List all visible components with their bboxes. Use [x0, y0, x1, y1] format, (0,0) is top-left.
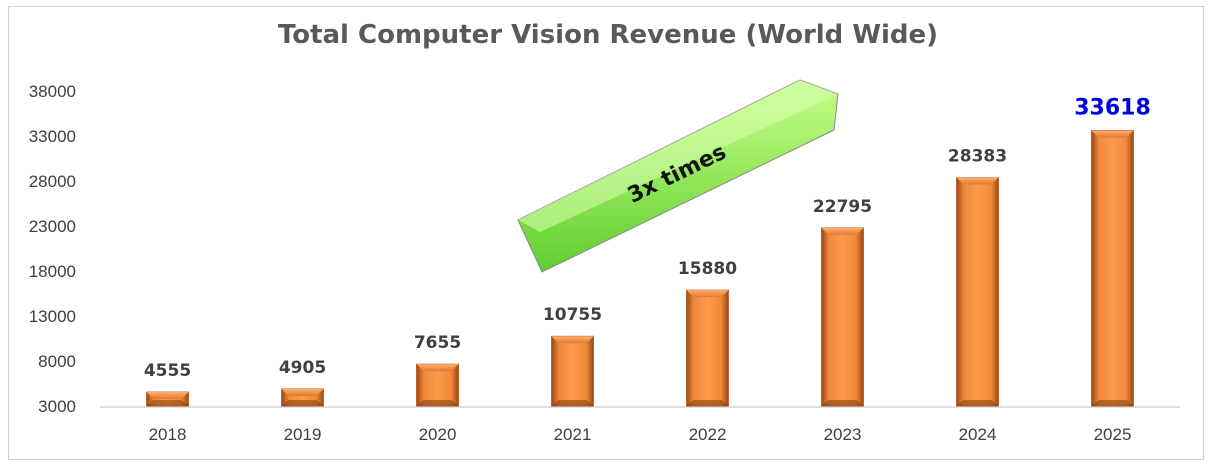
bar-bevel [956, 177, 999, 185]
y-axis: 3000 8000 13000 18000 23000 28000 33000 38000 [29, 82, 76, 416]
y-tick-label: 33000 [29, 127, 76, 146]
bar [551, 335, 594, 407]
bar [686, 289, 729, 407]
y-tick-label: 13000 [29, 307, 76, 326]
bar-base-bevel [551, 400, 594, 406]
data-label: 15880 [678, 259, 737, 279]
y-tick-label: 18000 [29, 262, 76, 281]
x-tick-label: 2019 [284, 425, 322, 444]
x-tick-label: 2024 [959, 425, 997, 444]
x-axis: 2018 2019 2020 2021 2022 2023 2024 2025 [100, 406, 1180, 444]
bar [1091, 130, 1134, 407]
bar-base-bevel [281, 400, 324, 406]
y-tick-label: 38000 [29, 82, 76, 101]
x-tick-label: 2022 [689, 425, 727, 444]
bar-bevel [686, 290, 729, 298]
data-label: 4905 [279, 358, 326, 378]
bar-bevel [416, 364, 459, 372]
y-tick-label: 3000 [38, 397, 76, 416]
bar [821, 227, 864, 407]
bar-base-bevel [416, 400, 459, 406]
bar-bevel [281, 388, 324, 396]
bar-base-bevel [821, 400, 864, 406]
y-tick-label: 8000 [38, 352, 76, 371]
y-tick-label: 28000 [29, 172, 76, 191]
bar [956, 177, 999, 407]
bar-bevel [1091, 130, 1134, 138]
x-tick-label: 2025 [1094, 425, 1132, 444]
x-tick-label: 2018 [149, 425, 187, 444]
data-label: 28383 [948, 147, 1007, 167]
bar-base-bevel [686, 400, 729, 406]
data-labels: 4555 4905 7655 10755 15880 22795 28383 33618 [144, 95, 1151, 381]
bar-base-bevel [146, 400, 189, 406]
bar-bevel [551, 336, 594, 344]
data-label: 22795 [813, 197, 872, 217]
data-label: 4555 [144, 361, 191, 381]
growth-arrow: 3x times [517, 79, 839, 273]
bar-bevel [146, 392, 189, 400]
bars [146, 130, 1134, 407]
data-label: 33618 [1074, 95, 1151, 120]
chart-title: Total Computer Vision Revenue (World Wid… [277, 20, 939, 50]
x-tick-label: 2021 [554, 425, 592, 444]
bar-bevel [821, 227, 864, 235]
bar-base-bevel [1091, 400, 1134, 406]
data-label: 7655 [414, 333, 461, 353]
arrow-highlight [518, 80, 838, 232]
data-label: 10755 [543, 305, 602, 325]
bar-base-bevel [956, 400, 999, 406]
x-tick-label: 2023 [824, 425, 862, 444]
y-tick-label: 23000 [29, 217, 76, 236]
x-tick-label: 2020 [419, 425, 457, 444]
